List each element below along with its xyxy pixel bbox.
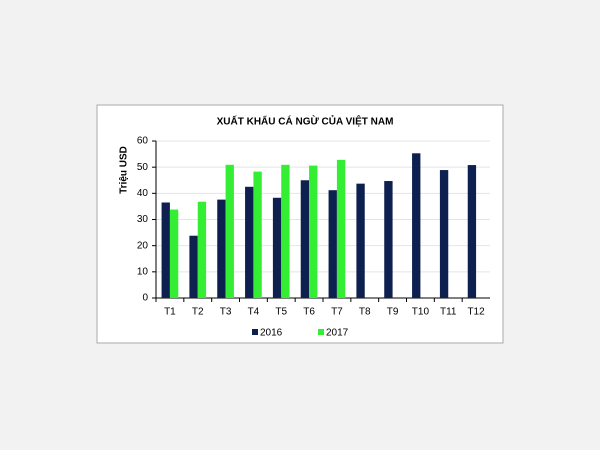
- bar: [272, 197, 282, 298]
- bar: [384, 181, 393, 298]
- legend-swatch: [252, 329, 258, 335]
- bar: [217, 199, 226, 298]
- bar: [197, 201, 207, 298]
- bar: [169, 209, 179, 298]
- y-tick-label: 30: [137, 214, 149, 225]
- x-tick-label: T5: [275, 307, 287, 318]
- legend-label: 2016: [260, 328, 283, 339]
- bar: [467, 165, 477, 298]
- legend-swatch: [318, 329, 324, 335]
- bar: [300, 180, 310, 298]
- bar: [356, 183, 365, 298]
- x-tick-label: T1: [164, 307, 176, 318]
- y-tick-label: 60: [137, 136, 149, 147]
- y-tick-label: 20: [137, 240, 149, 251]
- x-tick-label: T8: [359, 307, 371, 318]
- bar: [161, 202, 170, 298]
- y-tick-label: 40: [137, 188, 149, 199]
- bar: [189, 235, 198, 298]
- bar: [309, 165, 318, 298]
- x-tick-label: T7: [331, 307, 343, 318]
- x-tick-label: T2: [192, 307, 204, 318]
- x-tick-label: T10: [412, 307, 430, 318]
- y-tick-label: 10: [137, 266, 149, 277]
- bar: [336, 159, 346, 298]
- x-tick-label: T9: [387, 307, 399, 318]
- bar: [225, 164, 234, 298]
- bar: [439, 170, 449, 298]
- x-tick-label: T4: [248, 307, 260, 318]
- bar: [412, 153, 421, 298]
- x-tick-label: T3: [220, 307, 232, 318]
- x-tick-label: T6: [303, 307, 315, 318]
- x-tick-label: T11: [440, 307, 457, 318]
- y-tick-label: 50: [137, 162, 149, 173]
- y-tick-label: 0: [142, 293, 148, 304]
- bar: [253, 171, 262, 298]
- y-axis-label: Triệu USD: [119, 146, 130, 194]
- x-tick-label: T12: [467, 307, 485, 318]
- bar: [245, 186, 254, 298]
- bar: [281, 164, 290, 298]
- chart-title: XUẤT KHẨU CÁ NGỪ CỦA VIỆT NAM: [217, 115, 394, 128]
- bar: [328, 190, 337, 298]
- legend-label: 2017: [326, 328, 349, 339]
